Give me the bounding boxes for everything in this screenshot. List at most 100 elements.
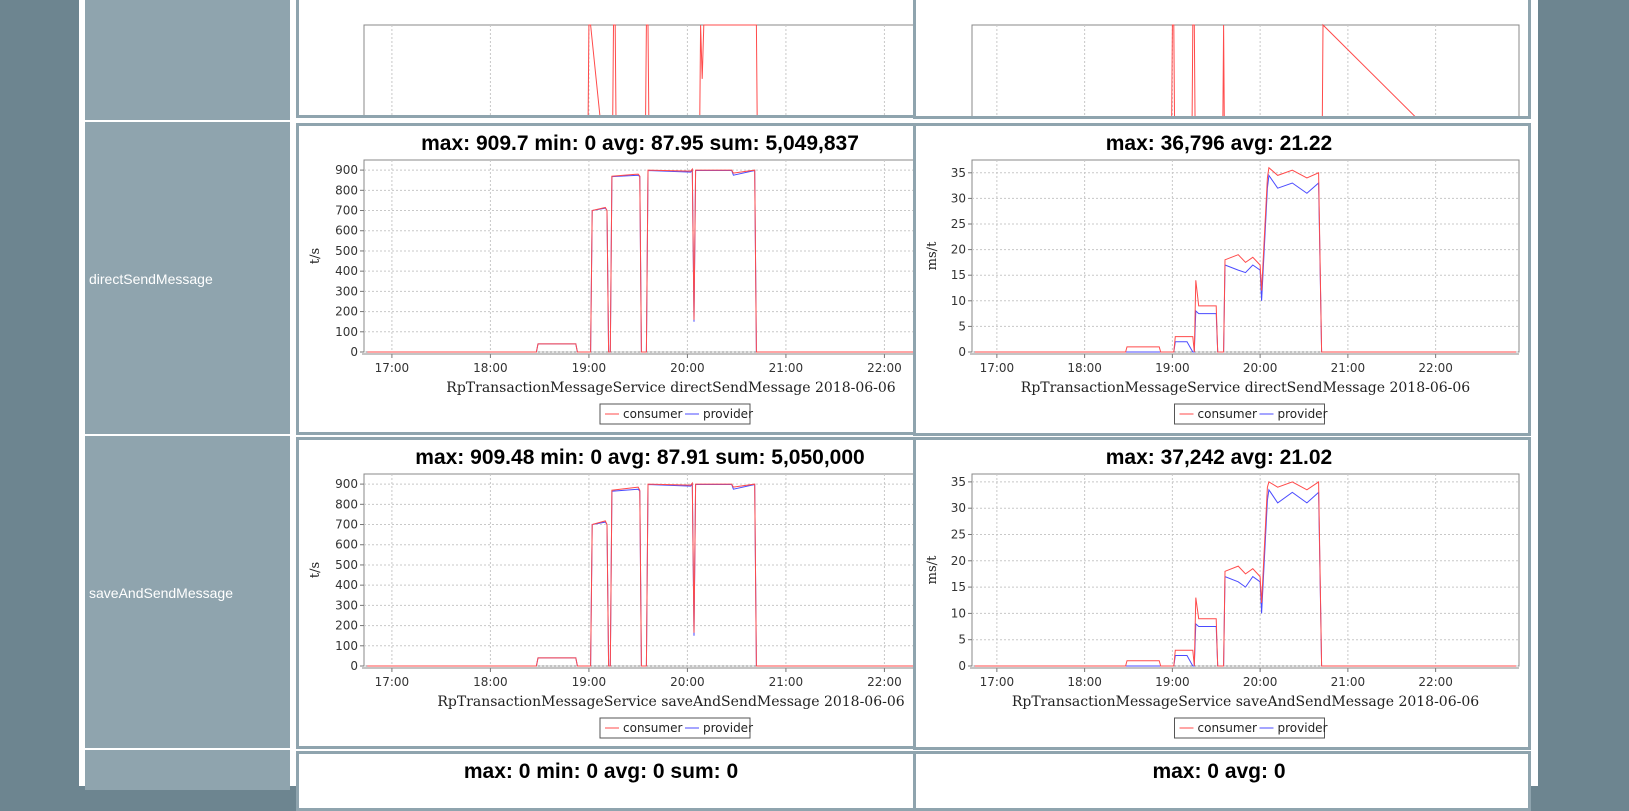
- y-tick-label: 800: [335, 183, 358, 197]
- y-tick-label: 900: [335, 163, 358, 177]
- y-tick-label: 700: [335, 204, 358, 218]
- x-tick-label: 17:00: [980, 361, 1015, 375]
- tps-chart-header: max: 0 min: 0 avg: 0 sum: 0: [464, 760, 738, 783]
- x-tick-label: 17:00: [980, 675, 1015, 689]
- x-tick-label: 20:00: [1243, 361, 1278, 375]
- y-tick-label: 400: [335, 264, 358, 278]
- legend-box: [1174, 403, 1325, 425]
- tps-chart: max: 909.48 min: 0 avg: 87.91 sum: 5,050…: [308, 446, 979, 739]
- chart-title: max: 909.7 min: 0 avg: 87.95 sum: 5,049,…: [421, 132, 859, 155]
- x-tick-label: 18:00: [473, 675, 508, 689]
- legend: consumer provider: [599, 403, 753, 425]
- y-tick-label: 35: [951, 166, 966, 180]
- y-tick-label: 5: [958, 319, 966, 333]
- series-line-consumer: [974, 166, 1517, 353]
- x-tick-label: 19:00: [1155, 675, 1190, 689]
- x-tick-label: 19:00: [1155, 361, 1190, 375]
- legend-label-provider: provider: [1278, 407, 1328, 421]
- y-axis-label: t/s: [308, 248, 323, 264]
- tps-chart-panel: max: 0 min: 0 avg: 0 sum: 0: [296, 751, 990, 811]
- chart-title: max: 0 min: 0 avg: 0 sum: 0: [464, 760, 738, 783]
- series-line-consumer: [974, 480, 1517, 667]
- y-tick-label: 100: [335, 325, 358, 339]
- response-time-chart-panel: max: 37,242 avg: 21.02 0 5 10 15 20 25 30 35 17:0…: [913, 437, 1531, 750]
- legend-label-provider: provider: [703, 407, 753, 421]
- row-label-cell: saveAndSendMessage: [85, 436, 290, 748]
- legend-box: [599, 717, 751, 739]
- row-label: saveAndSendMessage: [89, 585, 233, 601]
- x-tick-label: 22:00: [1418, 361, 1453, 375]
- row-direct-send-message: directSendMessage max: 909.7 min: 0 avg:…: [79, 120, 1538, 436]
- y-tick-label: 30: [951, 501, 966, 515]
- y-tick-label: 400: [335, 578, 358, 592]
- y-tick-label: 20: [951, 554, 966, 568]
- response-time-chart-panel: max: 0 avg: 0: [913, 751, 1531, 811]
- x-tick-label: 17:00: [375, 675, 410, 689]
- tps-chart: max: 909.7 min: 0 avg: 87.95 sum: 5,049,…: [308, 132, 979, 425]
- y-tick-label: 10: [951, 606, 966, 620]
- response-time-chart: max: 37,242 avg: 21.02 0 5 10 15 20 25 30 35 17:0…: [925, 446, 1520, 739]
- legend: consumer provider: [1174, 717, 1328, 739]
- y-tick-label: 25: [951, 217, 966, 231]
- x-tick-label: 20:00: [1243, 675, 1278, 689]
- y-tick-label: 15: [951, 268, 966, 282]
- y-tick-label: 100: [335, 639, 358, 653]
- response-time-chart: max: 36,796 avg: 21.22 0 5 10 15 20 25 30 35 17:0…: [925, 132, 1520, 425]
- response-time-chart: 0117:0018:0019:0020:0021:0022:00RpTransa…: [971, 23, 1520, 116]
- y-axis-label: ms/t: [925, 241, 940, 270]
- y-tick-label: 200: [335, 305, 358, 319]
- chart-title: max: 37,242 avg: 21.02: [1106, 446, 1333, 469]
- x-axis-label: RpTransactionMessageService directSendMe…: [446, 380, 896, 396]
- y-tick-label: 500: [335, 244, 358, 258]
- plot-area: [363, 24, 979, 115]
- series-line-consumer: [367, 481, 975, 667]
- tps-chart-panel: 025017:0018:0019:0020:0021:0022:00RpTran…: [296, 0, 990, 118]
- tps-chart-panel: max: 909.48 min: 0 avg: 87.91 sum: 5,050…: [296, 437, 990, 749]
- row-label: directSendMessage: [89, 271, 213, 287]
- plot-area: [363, 159, 979, 353]
- row-label-cell: directSendMessage: [85, 122, 290, 434]
- x-tick-label: 22:00: [867, 361, 902, 375]
- x-tick-label: 19:00: [572, 361, 607, 375]
- y-tick-label: 15: [951, 580, 966, 594]
- series-line-consumer: [587, 24, 758, 115]
- legend-label-consumer: consumer: [1198, 407, 1257, 421]
- response-time-chart-panel: max: 36,796 avg: 21.22 0 5 10 15 20 25 30 35 17:0…: [913, 123, 1531, 436]
- y-tick-label: 10: [951, 294, 966, 308]
- chart-title: max: 36,796 avg: 21.22: [1106, 132, 1333, 155]
- y-axis-label: ms/t: [925, 555, 940, 584]
- y-tick-label: 300: [335, 598, 358, 612]
- legend: consumer provider: [1174, 403, 1328, 425]
- y-tick-label: 0: [958, 345, 966, 359]
- legend-box: [1174, 717, 1325, 739]
- legend-label-provider: provider: [1278, 721, 1328, 735]
- y-tick-label: 30: [951, 191, 966, 205]
- x-tick-label: 21:00: [1331, 361, 1366, 375]
- y-tick-label: 500: [335, 558, 358, 572]
- plot-area: [971, 159, 1520, 353]
- x-tick-label: 20:00: [670, 675, 705, 689]
- chart-title: max: 0 avg: 0: [1152, 760, 1285, 783]
- y-tick-label: 900: [335, 477, 358, 491]
- row-next-method: max: 0 min: 0 avg: 0 sum: 0 max: 0 avg: …: [79, 748, 1538, 811]
- y-tick-label: 300: [335, 284, 358, 298]
- row-label-cell: [85, 750, 290, 790]
- x-tick-label: 18:00: [473, 361, 508, 375]
- y-tick-label: 800: [335, 497, 358, 511]
- y-tick-label: 20: [951, 243, 966, 257]
- legend-box: [599, 403, 751, 425]
- tps-chart-panel: max: 909.7 min: 0 avg: 87.95 sum: 5,049,…: [296, 123, 990, 435]
- row-delete-message: 025017:0018:0019:0020:0021:0022:00RpTran…: [79, 0, 1538, 120]
- legend-label-provider: provider: [703, 721, 753, 735]
- y-axis-label: t/s: [308, 562, 323, 578]
- x-tick-label: 21:00: [769, 675, 804, 689]
- x-tick-label: 18:00: [1067, 361, 1102, 375]
- x-tick-label: 18:00: [1067, 675, 1102, 689]
- chart-title: max: 909.48 min: 0 avg: 87.91 sum: 5,050…: [415, 446, 864, 469]
- x-tick-label: 22:00: [1418, 675, 1453, 689]
- plot-area: [971, 473, 1520, 667]
- response-time-chart-header: max: 0 avg: 0: [1152, 760, 1285, 783]
- y-tick-label: 0: [350, 659, 358, 673]
- x-axis-label: RpTransactionMessageService saveAndSendM…: [437, 694, 904, 710]
- x-tick-label: 20:00: [670, 361, 705, 375]
